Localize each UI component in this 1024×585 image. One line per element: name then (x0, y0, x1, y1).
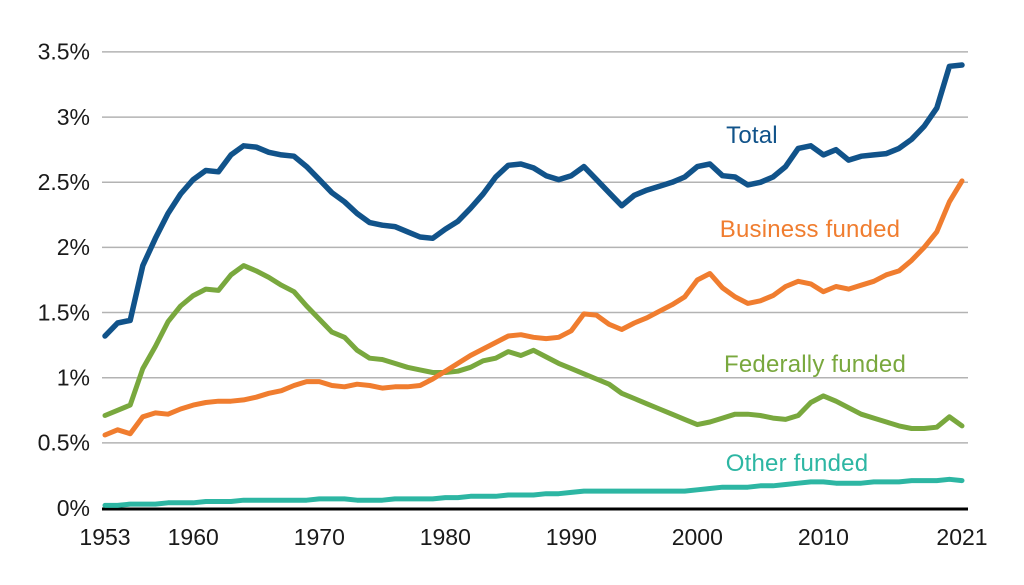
x-axis-tick-label: 1970 (294, 524, 345, 550)
x-axis-tick-label: 2010 (798, 524, 849, 550)
y-axis-tick-label: 3% (57, 104, 90, 130)
y-axis-tick-label: 2% (57, 234, 90, 260)
x-axis-tick-label: 1953 (79, 524, 130, 550)
series-label-other-funded: Other funded (725, 450, 869, 477)
y-axis-tick-label: 0.5% (38, 430, 90, 456)
y-axis-tick-label: 3.5% (38, 39, 90, 65)
y-axis-tick-label: 0% (57, 495, 90, 521)
x-axis-tick-label: 1980 (420, 524, 471, 550)
x-axis-tick-label: 2021 (936, 524, 987, 550)
series-label-federally-funded: Federally funded (724, 351, 906, 378)
x-axis-tick-label: 2000 (672, 524, 723, 550)
line-federally-funded (102, 263, 965, 431)
line-other-funded (102, 476, 965, 508)
y-axis-tick-label: 1.5% (38, 299, 90, 325)
series-label-business-funded: Business funded (719, 216, 901, 243)
y-axis-tick-label: 2.5% (38, 169, 90, 195)
line-business-funded (102, 178, 965, 438)
series-label-total: Total (726, 122, 778, 149)
x-axis-tick-label: 1990 (546, 524, 597, 550)
y-axis-tick-label: 1% (57, 365, 90, 391)
x-axis-tick-label: 1960 (168, 524, 219, 550)
line-total (102, 62, 965, 339)
